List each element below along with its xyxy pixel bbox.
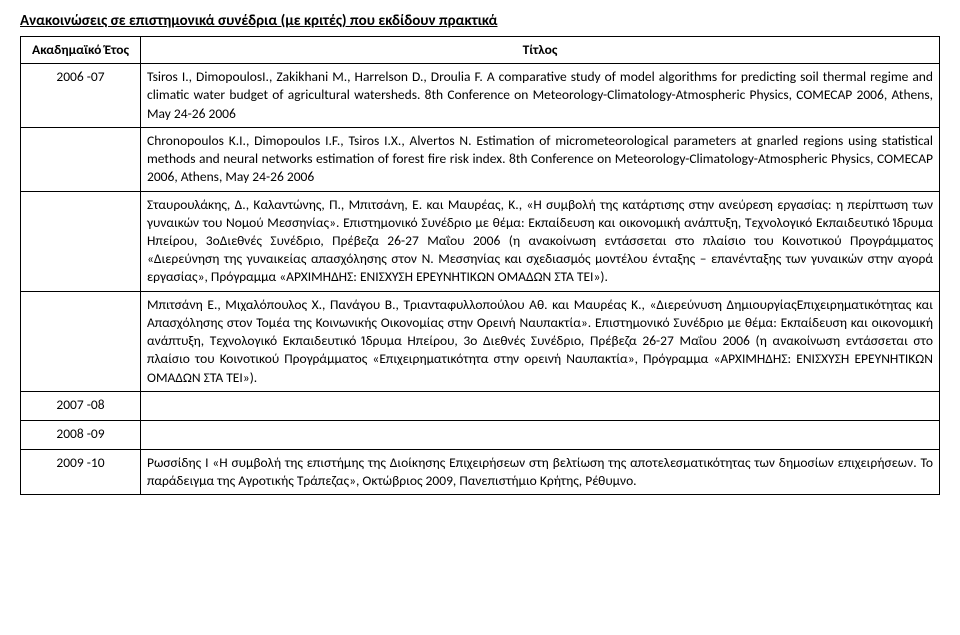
table-header-row: Ακαδημαϊκό Έτος Τίτλος [21, 37, 940, 64]
header-title: Τίτλος [141, 37, 940, 64]
cell-content: Ρωσσίδης Ι «Η συμβολή της επιστήμης της … [141, 449, 940, 494]
publications-table: Ακαδημαϊκό Έτος Τίτλος 2006 -07 Tsiros I… [20, 36, 940, 495]
cell-year [21, 291, 141, 391]
table-row: 2006 -07 Tsiros I., DimopoulosI., Zakikh… [21, 64, 940, 128]
document-heading: Ανακοινώσεις σε επιστημονικά συνέδρια (μ… [20, 12, 940, 30]
table-row: 2008 -09 [21, 420, 940, 449]
cell-content: Μπιτσάνη Ε., Μιχαλόπουλος Χ., Πανάγου Β.… [141, 291, 940, 391]
cell-year: 2009 -10 [21, 449, 141, 494]
table-row: Σταυρουλάκης, Δ., Καλαντώνης, Π., Μπιτσά… [21, 191, 940, 291]
cell-year [21, 127, 141, 191]
cell-content: Σταυρουλάκης, Δ., Καλαντώνης, Π., Μπιτσά… [141, 191, 940, 291]
table-row: Μπιτσάνη Ε., Μιχαλόπουλος Χ., Πανάγου Β.… [21, 291, 940, 391]
cell-content: Chronopoulos K.I., Dimopoulos I.F., Tsir… [141, 127, 940, 191]
cell-year [21, 191, 141, 291]
table-row: 2007 -08 [21, 391, 940, 420]
cell-content [141, 420, 940, 449]
header-year: Ακαδημαϊκό Έτος [21, 37, 141, 64]
table-row: Chronopoulos K.I., Dimopoulos I.F., Tsir… [21, 127, 940, 191]
table-row: 2009 -10 Ρωσσίδης Ι «Η συμβολή της επιστ… [21, 449, 940, 494]
cell-year: 2007 -08 [21, 391, 141, 420]
cell-year: 2006 -07 [21, 64, 141, 128]
cell-year: 2008 -09 [21, 420, 141, 449]
cell-content: Tsiros I., DimopoulosI., Zakikhani M., H… [141, 64, 940, 128]
cell-content [141, 391, 940, 420]
